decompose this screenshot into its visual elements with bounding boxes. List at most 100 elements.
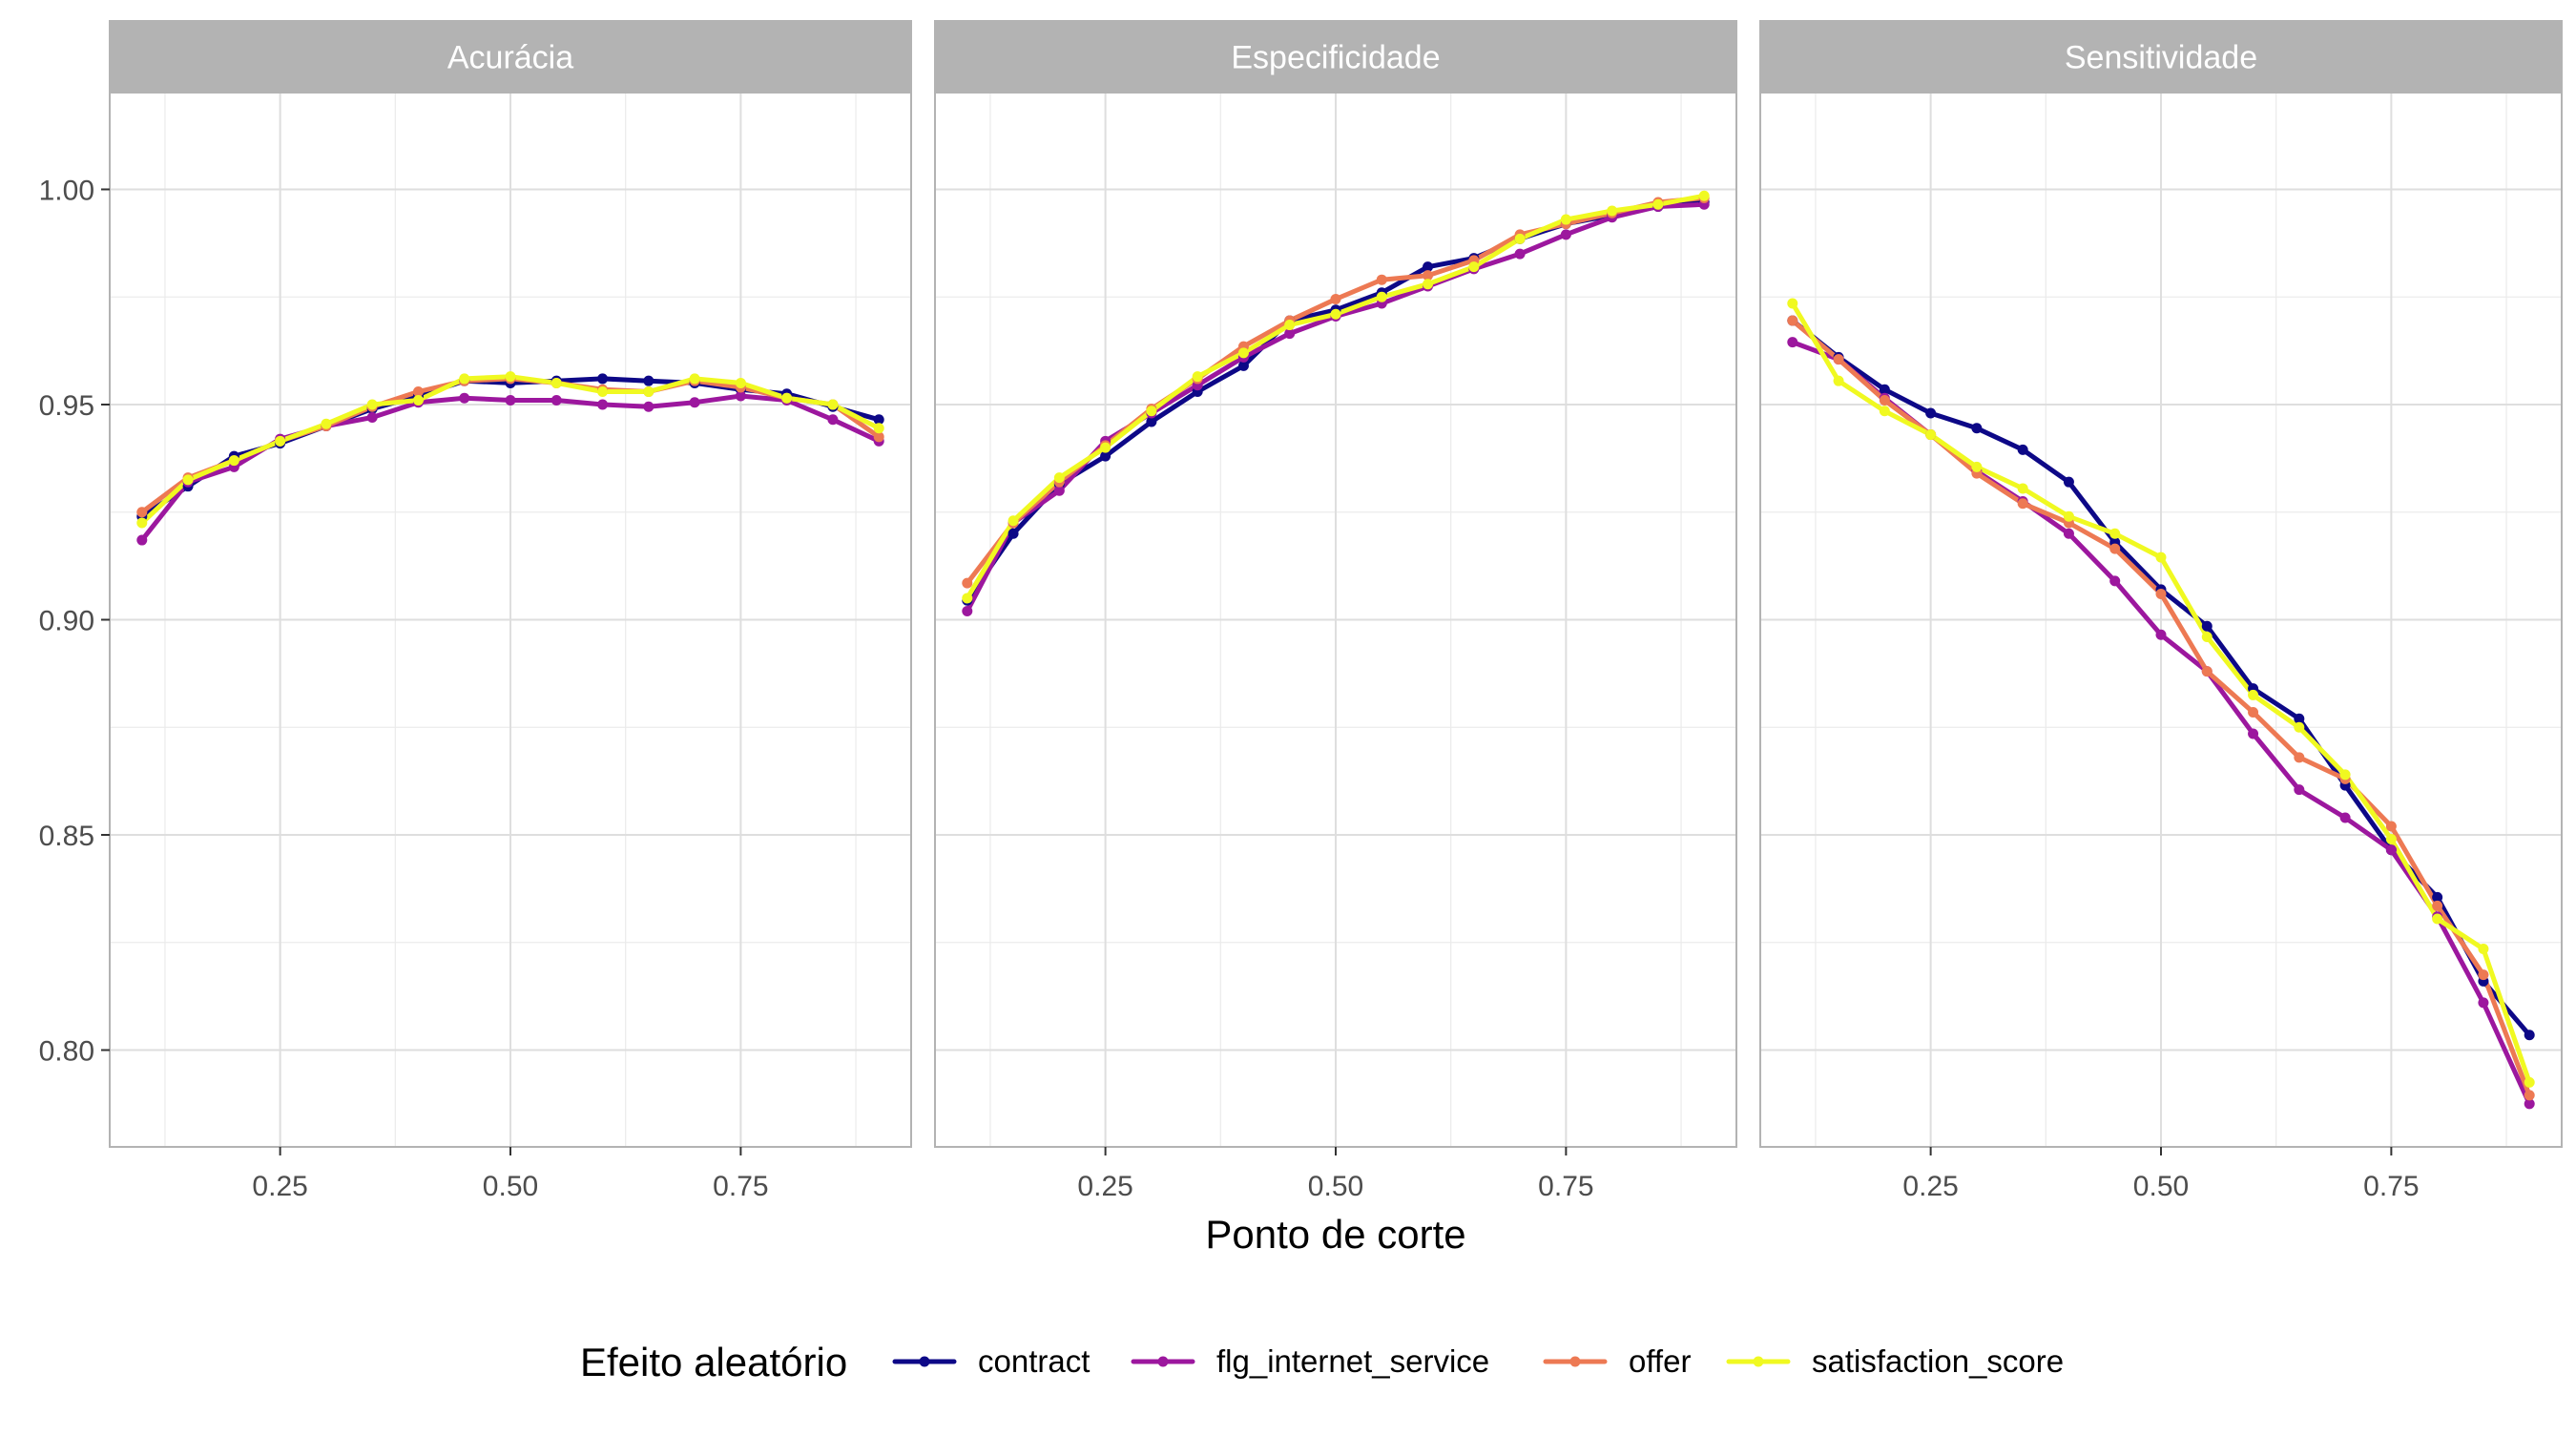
data-point-offer [2385,821,2397,832]
data-point-contract [2524,1030,2535,1041]
data-point-satisfaction_score [1879,406,1890,417]
y-tick-label: 0.90 [39,606,94,637]
data-point-satisfaction_score [182,474,194,486]
x-tick-label: 0.50 [2133,1171,2189,1202]
data-point-satisfaction_score [2339,769,2351,780]
data-point-offer [2248,706,2259,718]
data-point-satisfaction_score [1652,198,1664,210]
data-point-satisfaction_score [551,377,562,388]
data-point-satisfaction_score [505,371,516,383]
data-point-contract [2432,891,2443,903]
data-point-flg_internet_service [2385,844,2397,856]
data-point-contract [1423,261,1434,273]
data-point-satisfaction_score [1053,472,1065,484]
data-point-flg_internet_service [1284,328,1296,340]
x-tick-label: 0.25 [1902,1171,1958,1202]
data-point-satisfaction_score [2385,834,2397,845]
data-point-flg_internet_service [827,414,839,426]
data-point-flg_internet_service [2294,784,2305,796]
data-point-offer [962,577,973,589]
data-point-satisfaction_score [1787,298,1798,309]
data-point-satisfaction_score [1192,371,1203,383]
data-point-satisfaction_score [1008,515,1019,527]
data-point-satisfaction_score [1330,308,1341,320]
data-point-flg_internet_service [962,605,973,616]
data-point-satisfaction_score [1833,375,1844,386]
data-point-contract [1925,407,1937,419]
data-point-offer [1879,394,1890,406]
data-point-satisfaction_score [1971,461,1983,472]
legend-label-satisfaction_score: satisfaction_score [1812,1343,2064,1379]
data-point-flg_internet_service [366,412,378,424]
data-point-satisfaction_score [2063,510,2074,522]
data-point-satisfaction_score [827,399,839,410]
data-point-satisfaction_score [1146,406,1157,417]
y-tick-label: 0.95 [39,390,94,422]
data-point-satisfaction_score [1100,442,1111,453]
data-point-satisfaction_score [412,394,424,406]
data-point-satisfaction_score [2294,721,2305,733]
data-point-satisfaction_score [2478,944,2489,955]
data-point-flg_internet_service [2063,528,2074,539]
data-point-satisfaction_score [2109,528,2121,539]
data-point-satisfaction_score [1560,214,1571,225]
data-point-satisfaction_score [643,385,654,397]
data-point-satisfaction_score [459,373,470,385]
data-point-satisfaction_score [2248,689,2259,700]
data-point-contract [1146,416,1157,427]
x-tick-label: 0.75 [713,1171,768,1202]
data-point-flg_internet_service [1053,485,1065,496]
data-point-offer [2294,752,2305,763]
data-point-contract [1237,360,1249,371]
x-tick-label: 0.75 [1538,1171,1593,1202]
data-point-contract [597,373,609,385]
data-point-satisfaction_score [873,423,884,434]
data-point-offer [1330,293,1341,304]
facet-strip-title: Especificidade [1231,40,1440,76]
data-point-flg_internet_service [1514,248,1526,260]
facet-strip [934,20,1737,94]
data-point-flg_internet_service [2524,1098,2535,1110]
data-point-satisfaction_score [228,455,239,467]
data-point-flg_internet_service [2478,997,2489,1009]
data-point-flg_internet_service [643,401,654,412]
data-point-satisfaction_score [1468,261,1480,273]
data-point-satisfaction_score [2524,1076,2535,1088]
x-tick-label: 0.50 [1308,1171,1363,1202]
data-point-offer [1787,315,1798,326]
data-point-satisfaction_score [781,392,793,404]
legend-key-point-flg_internet_service [1157,1356,1169,1367]
data-point-offer [2155,588,2167,599]
data-point-offer [1376,274,1387,285]
legend-label-flg_internet_service: flg_internet_service [1216,1343,1489,1379]
data-point-contract [2017,444,2028,455]
data-point-offer [2109,543,2121,554]
facet-strip-title: Acurácia [447,40,573,76]
data-point-contract [1879,384,1890,395]
data-point-offer [136,507,148,518]
data-point-flg_internet_service [2109,575,2121,587]
data-point-satisfaction_score [321,418,332,429]
data-point-flg_internet_service [2155,629,2167,640]
data-point-satisfaction_score [1607,205,1618,217]
data-point-flg_internet_service [505,394,516,406]
data-point-offer [1423,270,1434,281]
data-point-satisfaction_score [1698,190,1710,201]
legend-key-point-offer [1569,1356,1581,1367]
legend-key-point-satisfaction_score [1753,1356,1764,1367]
x-tick-label: 0.25 [252,1171,307,1202]
data-point-satisfaction_score [275,435,286,447]
data-point-satisfaction_score [1423,279,1434,290]
data-point-contract [2294,713,2305,724]
facet-strip [109,20,912,94]
data-point-offer [2017,498,2028,510]
data-point-contract [2201,620,2212,632]
data-point-contract [1100,450,1111,462]
x-tick-label: 0.25 [1077,1171,1132,1202]
data-point-satisfaction_score [735,377,746,388]
data-point-offer [2201,666,2212,677]
data-point-offer [2478,969,2489,981]
legend-title: Efeito aleatório [580,1340,847,1384]
